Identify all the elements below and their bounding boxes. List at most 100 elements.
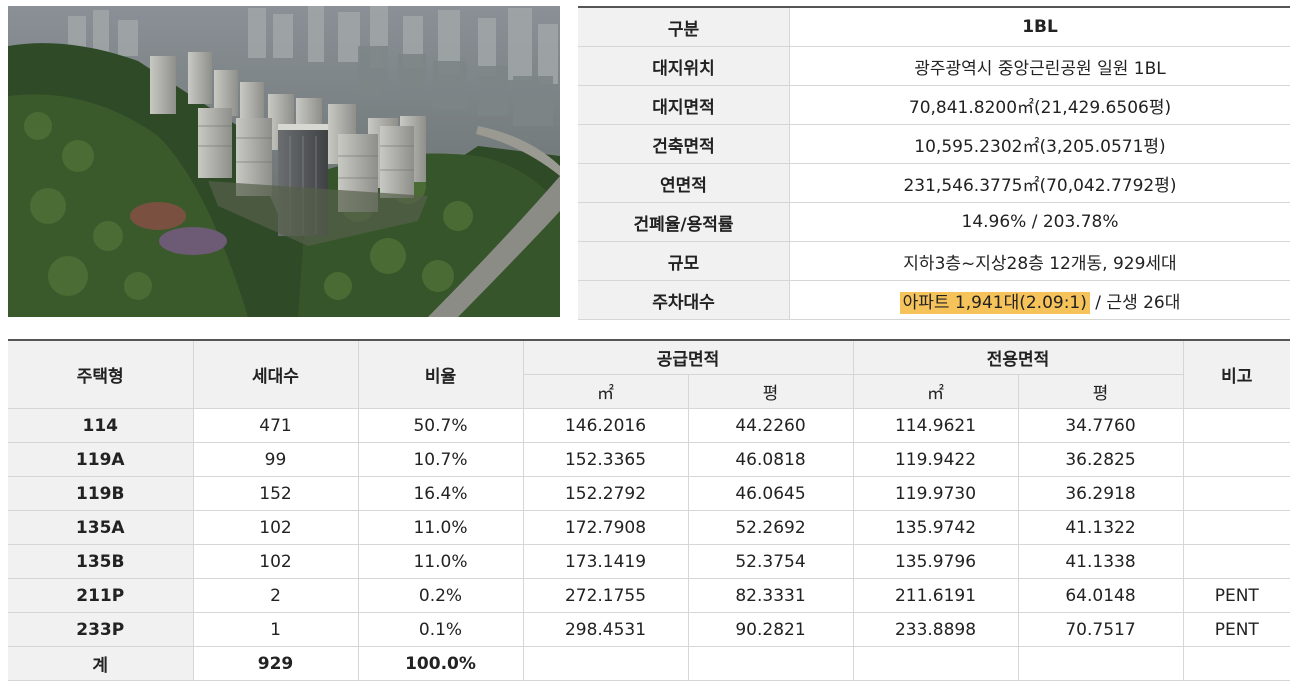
- exclusive-m2-header: ㎡: [852, 374, 1019, 409]
- total-row: 계 929 100.0%: [8, 646, 1290, 681]
- cell-households: 102: [192, 544, 359, 579]
- cell-ratio: 11.0%: [357, 544, 524, 579]
- header-row: 주택형 세대수 비율 공급면적 전용면적 비고: [8, 340, 1290, 409]
- cell-exclusive-m2: 211.6191: [852, 578, 1019, 613]
- cell-supply-m2: 272.1755: [522, 578, 689, 613]
- cell-ratio: 11.0%: [357, 510, 524, 545]
- info-row: 건폐율/용적률 14.96% / 203.78%: [578, 202, 1290, 242]
- cell-type: 119B: [8, 476, 194, 511]
- info-value: 1BL: [789, 7, 1290, 47]
- total-empty: [522, 646, 689, 681]
- total-label: 계: [8, 646, 194, 681]
- total-ratio: 100.0%: [357, 646, 524, 681]
- complex-aerial-rendering: [8, 6, 560, 317]
- cell-supply-m2: 146.2016: [522, 408, 689, 443]
- info-key: 연면적: [578, 163, 790, 203]
- cell-exclusive-pyeong: 36.2825: [1017, 442, 1184, 477]
- cell-exclusive-pyeong: 41.1338: [1017, 544, 1184, 579]
- cell-ratio: 50.7%: [357, 408, 524, 443]
- unit-type-table: 주택형 세대수 비율 공급면적 전용면적 비고 ㎡ 평 ㎡ 평 114 471 …: [8, 339, 1290, 681]
- cell-households: 2: [192, 578, 359, 613]
- info-value: 70,841.8200㎡(21,429.6506평): [789, 85, 1290, 125]
- table-row: 135A 102 11.0% 172.7908 52.2692 135.9742…: [8, 510, 1290, 545]
- info-value: 지하3층~지상28층 12개동, 929세대: [789, 241, 1290, 281]
- cell-supply-pyeong: 52.2692: [687, 510, 854, 545]
- col-ratio-header: 비율: [357, 340, 524, 409]
- col-exclusive-header: 전용면적: [852, 340, 1184, 375]
- cell-note: [1182, 510, 1290, 545]
- info-row-parking: 주차대수 아파트 1,941대(2.09:1) / 근생 26대: [578, 280, 1290, 320]
- cell-exclusive-m2: 233.8898: [852, 612, 1019, 647]
- cell-exclusive-pyeong: 36.2918: [1017, 476, 1184, 511]
- info-key: 주차대수: [578, 280, 790, 320]
- col-supply-header: 공급면적: [522, 340, 854, 375]
- cell-supply-m2: 172.7908: [522, 510, 689, 545]
- cell-supply-pyeong: 52.3754: [687, 544, 854, 579]
- table-row: 211P 2 0.2% 272.1755 82.3331 211.6191 64…: [8, 578, 1290, 613]
- cell-households: 152: [192, 476, 359, 511]
- info-key: 규모: [578, 241, 790, 281]
- info-key: 건폐율/용적률: [578, 202, 790, 242]
- supply-pyeong-header: 평: [687, 374, 854, 409]
- cell-type: 135A: [8, 510, 194, 545]
- cell-type: 114: [8, 408, 194, 443]
- cell-supply-pyeong: 44.2260: [687, 408, 854, 443]
- info-row: 대지면적 70,841.8200㎡(21,429.6506평): [578, 85, 1290, 125]
- parking-value: 아파트 1,941대(2.09:1) / 근생 26대: [789, 280, 1290, 320]
- info-key: 구분: [578, 7, 790, 47]
- cell-exclusive-m2: 119.9730: [852, 476, 1019, 511]
- cell-supply-m2: 152.3365: [522, 442, 689, 477]
- cell-exclusive-pyeong: 34.7760: [1017, 408, 1184, 443]
- col-type-header: 주택형: [8, 340, 194, 409]
- cell-note: PENT: [1182, 578, 1290, 613]
- cell-exclusive-m2: 135.9796: [852, 544, 1019, 579]
- project-info-table: 구분 1BL 대지위치 광주광역시 중앙근린공원 일원 1BL 대지면적 70,…: [578, 6, 1290, 320]
- cell-ratio: 16.4%: [357, 476, 524, 511]
- info-key: 대지면적: [578, 85, 790, 125]
- info-value: 광주광역시 중앙근린공원 일원 1BL: [789, 46, 1290, 86]
- cell-note: [1182, 408, 1290, 443]
- cell-note: [1182, 442, 1290, 477]
- cell-type: 211P: [8, 578, 194, 613]
- col-households-header: 세대수: [192, 340, 359, 409]
- total-empty: [1182, 646, 1290, 681]
- info-value: 231,546.3775㎡(70,042.7792평): [789, 163, 1290, 203]
- cell-households: 99: [192, 442, 359, 477]
- cell-exclusive-pyeong: 64.0148: [1017, 578, 1184, 613]
- info-key: 대지위치: [578, 46, 790, 86]
- info-key: 건축면적: [578, 124, 790, 164]
- info-row: 연면적 231,546.3775㎡(70,042.7792평): [578, 163, 1290, 203]
- cell-exclusive-pyeong: 41.1322: [1017, 510, 1184, 545]
- cell-exclusive-pyeong: 70.7517: [1017, 612, 1184, 647]
- cell-supply-pyeong: 90.2821: [687, 612, 854, 647]
- info-row: 구분 1BL: [578, 7, 1290, 47]
- cell-exclusive-m2: 135.9742: [852, 510, 1019, 545]
- col-note-header: 비고: [1182, 340, 1290, 409]
- cell-note: PENT: [1182, 612, 1290, 647]
- cell-ratio: 0.1%: [357, 612, 524, 647]
- subheader-row: ㎡ 평 ㎡ 평: [8, 374, 1290, 409]
- cell-households: 471: [192, 408, 359, 443]
- info-row: 규모 지하3층~지상28층 12개동, 929세대: [578, 241, 1290, 281]
- cell-supply-pyeong: 46.0818: [687, 442, 854, 477]
- total-empty: [852, 646, 1019, 681]
- table-row: 135B 102 11.0% 173.1419 52.3754 135.9796…: [8, 544, 1290, 579]
- cell-type: 119A: [8, 442, 194, 477]
- cell-note: [1182, 544, 1290, 579]
- total-households: 929: [192, 646, 359, 681]
- table-row: 119B 152 16.4% 152.2792 46.0645 119.9730…: [8, 476, 1290, 511]
- cell-supply-m2: 152.2792: [522, 476, 689, 511]
- total-empty: [687, 646, 854, 681]
- parking-highlight: 아파트 1,941대(2.09:1): [899, 291, 1090, 314]
- table-row: 119A 99 10.7% 152.3365 46.0818 119.9422 …: [8, 442, 1290, 477]
- table-row: 114 471 50.7% 146.2016 44.2260 114.9621 …: [8, 408, 1290, 443]
- supply-m2-header: ㎡: [523, 374, 689, 409]
- info-value: 10,595.2302㎡(3,205.0571평): [789, 124, 1290, 164]
- cell-supply-m2: 298.4531: [522, 612, 689, 647]
- cell-exclusive-m2: 114.9621: [852, 408, 1019, 443]
- cell-households: 102: [192, 510, 359, 545]
- cell-exclusive-m2: 119.9422: [852, 442, 1019, 477]
- cell-supply-m2: 173.1419: [522, 544, 689, 579]
- cell-ratio: 0.2%: [357, 578, 524, 613]
- info-value: 14.96% / 203.78%: [789, 202, 1290, 242]
